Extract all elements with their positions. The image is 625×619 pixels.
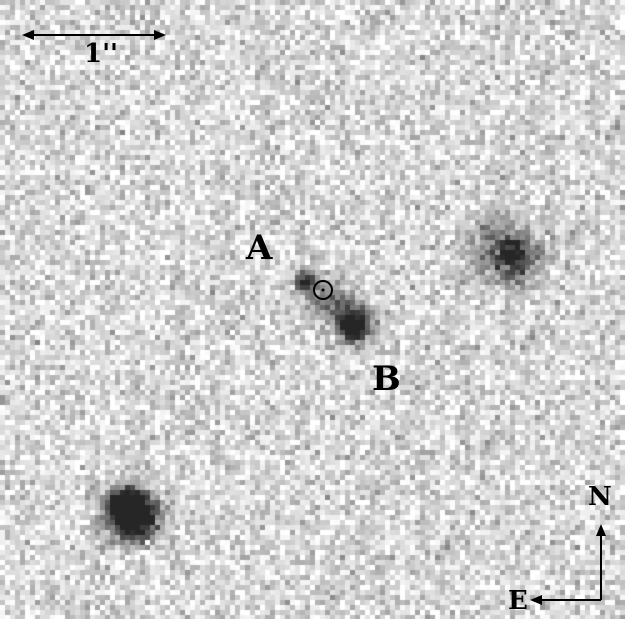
compass-arrows-icon: N E	[508, 482, 612, 616]
scale-label: 1''	[84, 39, 118, 69]
compass-north-label: N	[588, 482, 612, 512]
compass-east-label: E	[508, 586, 528, 616]
label-component-a: A	[245, 228, 273, 268]
circle-marker-icon	[313, 280, 333, 300]
label-component-b: B	[372, 359, 401, 399]
scale-bar: 1''	[22, 30, 166, 69]
